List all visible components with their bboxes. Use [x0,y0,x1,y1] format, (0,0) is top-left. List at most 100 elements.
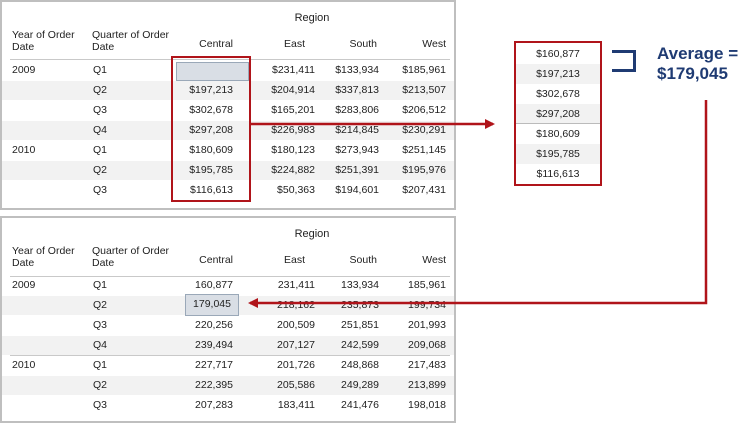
year-cell: 2009 [12,279,36,291]
bracket-icon [612,50,636,72]
top-crosstab: Region Year of Order Date Quarter of Ord… [0,0,456,210]
value-cell[interactable]: $214,845 [335,124,379,136]
extracted-values-table: $160,877 $197,213 $302,678 $297,208 $180,609… [514,41,602,186]
value-cell[interactable]: $273,943 [335,144,379,156]
average-annotation: Average = $179,045 [657,44,738,84]
value-cell[interactable]: 207,283 [195,399,233,411]
quarter-cell: Q1 [93,279,108,291]
table-row: Q4 $297,208 $226,983 $214,845 $230,291 [2,121,454,140]
quarter-cell: Q4 [93,339,108,351]
value-cell[interactable]: $194,601 [335,184,379,196]
result-cell-highlight [185,294,239,316]
quarter-cell: Q1 [93,359,108,371]
value-cell[interactable]: $337,813 [335,84,379,96]
region-header-central: Central [199,38,233,50]
value-cell[interactable]: $116,613 [189,184,233,196]
quarter-cell: Q1 [93,64,108,76]
value-cell[interactable]: 227,717 [195,359,233,371]
side-value: $195,785 [516,144,600,164]
year-column-header: Year of Order Date [12,29,75,53]
value-cell[interactable]: $251,145 [402,144,446,156]
value-cell[interactable]: 160,877 [195,279,233,291]
value-cell[interactable]: $206,512 [402,104,446,116]
value-cell[interactable]: $302,678 [189,104,233,116]
table-row: 2010 Q1 $180,609 $180,123 $273,943 $251,145 [2,141,454,160]
quarter-cell: Q4 [93,124,108,136]
value-cell[interactable]: 200,509 [277,319,315,331]
quarter-column-header: Quarter of Order Date [92,245,170,269]
value-cell[interactable]: 205,586 [277,379,315,391]
value-cell[interactable]: $231,411 [271,64,315,76]
quarter-cell: Q3 [93,104,108,116]
value-cell[interactable]: 185,961 [408,279,446,291]
region-header: Region [294,12,330,24]
value-cell[interactable]: 198,018 [408,399,446,411]
region-header-south: South [349,38,377,50]
value-cell[interactable]: 201,993 [408,319,446,331]
value-cell[interactable]: $224,882 [271,164,315,176]
quarter-cell: Q2 [93,84,108,96]
quarter-cell: Q2 [93,164,108,176]
value-cell[interactable]: $283,806 [335,104,379,116]
value-cell[interactable]: $207,431 [402,184,446,196]
table-row: Q3 207,283 183,411 241,476 198,018 [2,396,454,415]
table-row: Q4 239,494 207,127 242,599 209,068 [2,336,454,355]
table-row: 2009 Q1 160,877 231,411 133,934 185,961 [2,276,454,295]
value-cell[interactable]: $197,213 [189,84,233,96]
quarter-cell: Q2 [93,299,108,311]
value-cell[interactable]: 220,256 [195,319,233,331]
year-cell: 2010 [12,144,36,156]
value-cell[interactable]: 222,395 [195,379,233,391]
value-cell[interactable]: 209,068 [408,339,446,351]
quarter-cell: Q3 [93,399,108,411]
value-cell[interactable]: 133,934 [341,279,379,291]
side-value: $297,208 [516,104,600,124]
value-cell[interactable]: 242,599 [341,339,379,351]
value-cell[interactable]: 201,726 [277,359,315,371]
value-cell[interactable]: $50,363 [277,184,315,196]
value-cell[interactable]: $180,123 [271,144,315,156]
value-cell[interactable]: $185,961 [402,64,446,76]
value-cell[interactable]: 248,868 [341,359,379,371]
region-header-east: East [283,254,305,266]
region-header: Region [294,228,330,240]
region-header-central: Central [199,254,233,266]
year-cell: 2009 [12,64,36,76]
table-row: Q2 $195,785 $224,882 $251,391 $195,976 [2,161,454,180]
bottom-crosstab: Region Year of Order Date Quarter of Ord… [0,216,456,423]
arrow-to-result [248,100,708,308]
average-value: $179,045 [657,64,728,83]
value-cell[interactable]: $133,934 [335,64,379,76]
value-cell[interactable]: $251,391 [335,164,379,176]
value-cell[interactable]: $230,291 [402,124,446,136]
value-cell[interactable]: $180,609 [189,144,233,156]
value-cell[interactable]: 183,411 [277,399,315,411]
value-cell[interactable]: $195,785 [189,164,233,176]
value-cell[interactable]: $165,201 [271,104,315,116]
value-cell[interactable]: $213,507 [402,84,446,96]
region-header-west: West [422,38,446,50]
side-divider [516,123,600,124]
value-cell[interactable]: 241,476 [341,399,379,411]
year-column-header: Year of Order Date [12,245,75,269]
side-value: $180,609 [536,128,580,140]
value-cell[interactable]: 217,483 [408,359,446,371]
value-cell[interactable]: 213,899 [408,379,446,391]
year-cell: 2010 [12,359,36,371]
quarter-cell: Q1 [93,144,108,156]
value-cell[interactable]: 207,127 [277,339,315,351]
value-cell[interactable]: 249,289 [341,379,379,391]
value-cell[interactable]: $204,914 [271,84,315,96]
result-cell-value: 179,045 [193,298,231,310]
value-cell[interactable]: $195,976 [402,164,446,176]
value-cell[interactable]: $226,983 [271,124,315,136]
value-cell[interactable]: 231,411 [277,279,315,291]
value-cell[interactable]: $297,208 [189,124,233,136]
table-row: Q2 $197,213 $204,914 $337,813 $213,507 [2,81,454,100]
value-cell[interactable]: 251,851 [341,319,379,331]
side-value: $160,877 [536,48,580,60]
value-cell[interactable]: 239,494 [195,339,233,351]
table-row: Q2 222,395 205,586 249,289 213,899 [2,376,454,395]
year-divider [10,355,450,356]
